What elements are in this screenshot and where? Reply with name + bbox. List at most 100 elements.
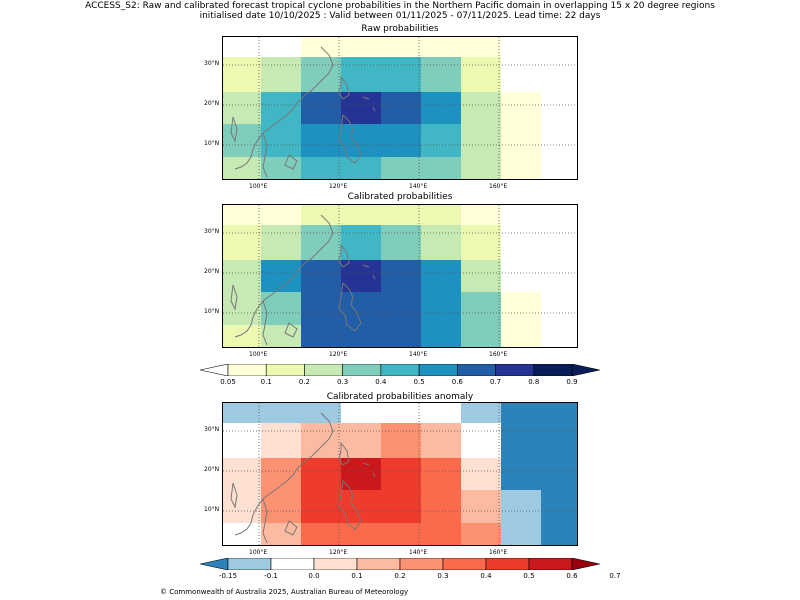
panel-title-raw: Raw probabilities [361, 24, 439, 34]
y-tick-label: 10°N [204, 506, 220, 513]
probability-cell [381, 92, 421, 124]
probability-cell [381, 403, 421, 423]
probability-cell [461, 292, 501, 325]
probability-cell [381, 423, 421, 458]
map-raw-probabilities [222, 36, 578, 180]
probability-cell [501, 292, 541, 325]
probability-cell [341, 37, 381, 57]
colorbar-swatch [442, 558, 487, 570]
probability-cell [301, 260, 341, 292]
y-tick-label: 20°N [204, 268, 220, 275]
probability-cell [223, 458, 261, 490]
colorbar-swatch [265, 364, 305, 376]
probability-cell [301, 225, 341, 260]
x-tick-label: 160°E [489, 183, 508, 190]
probability-cell [261, 260, 301, 292]
panel-title-anomaly: Calibrated probabilities anomaly [326, 392, 474, 402]
probability-cell [461, 92, 501, 124]
colorbar-swatch [313, 558, 358, 570]
probability-cell [223, 205, 261, 225]
colorbar-swatch [270, 558, 315, 570]
x-tick-label: 140°E [409, 549, 428, 556]
colorbar-swatch [528, 558, 573, 570]
colorbar-tick-label: 0.2 [298, 378, 311, 386]
x-tick-label: 120°E [329, 183, 348, 190]
probability-cell [421, 523, 461, 545]
probability-cell [261, 124, 301, 157]
probability-cell [341, 205, 381, 225]
probability-cell [421, 423, 461, 458]
probability-cell [501, 458, 541, 490]
probability-cell [421, 458, 461, 490]
probability-cell [501, 157, 541, 179]
figure-title-line1: ACCESS_S2: Raw and calibrated forecast t… [85, 1, 715, 11]
probability-cell [461, 57, 501, 92]
colorbar-tick-label: -0.1 [264, 572, 278, 580]
probability-cell [301, 157, 341, 179]
colorbar-tick-label: 0.05 [220, 378, 236, 386]
colorbar-tick-label: 0.4 [375, 378, 387, 386]
probability-cell [223, 403, 261, 423]
probability-cell [341, 523, 381, 545]
coastline [230, 46, 376, 178]
probability-cell [381, 37, 421, 57]
probability-cell [261, 523, 301, 545]
probability-cell [421, 157, 461, 179]
colorbar-swatch [495, 364, 535, 376]
probability-cell [341, 124, 381, 157]
probability-cell [301, 523, 341, 545]
probability-cell [461, 490, 501, 523]
probability-cell [381, 225, 421, 260]
colorbar-probability-labels: 0.05 0.1 0.2 0.3 0.4 0.5 0.6 0.7 0.8 0.9 [0, 378, 800, 388]
probability-cell [461, 260, 501, 292]
colorbar-extend-high [571, 558, 600, 570]
probability-cell [461, 325, 501, 347]
probability-cell [261, 57, 301, 92]
probability-cell [261, 157, 301, 179]
y-tick-label: 20°N [204, 466, 220, 473]
probability-cell [341, 292, 381, 325]
probability-cell [261, 92, 301, 124]
probability-cell [501, 124, 541, 157]
colorbar-swatch [399, 558, 444, 570]
probability-cell [223, 124, 261, 157]
x-tick-label: 120°E [329, 549, 348, 556]
probability-cell [301, 57, 341, 92]
probability-cell [501, 403, 541, 423]
probability-cell [381, 458, 421, 490]
colorbar-tick-label: 0.7 [489, 378, 502, 386]
probability-cell [541, 523, 577, 545]
probability-cell [421, 124, 461, 157]
colorbar-probability [200, 364, 600, 376]
probability-cell [461, 124, 501, 157]
probability-cell [341, 403, 381, 423]
probability-cell [261, 325, 301, 347]
colorbar-tick-label: 0.6 [451, 378, 463, 386]
probability-cell [421, 37, 461, 57]
colorbar-tick-label: 0.2 [394, 572, 406, 580]
probability-cell [381, 523, 421, 545]
figure-title-line2: initialised date 10/10/2025 : Valid betw… [199, 11, 601, 21]
probability-cell [341, 490, 381, 523]
probability-cell [461, 458, 501, 490]
colorbar-swatch [533, 364, 573, 376]
map-canvas [223, 205, 577, 347]
probability-cell [501, 325, 541, 347]
probability-cell [461, 225, 501, 260]
probability-cell [461, 423, 501, 458]
probability-cell [223, 523, 261, 545]
probability-cell [261, 458, 301, 490]
colorbar-anomaly-labels: -0.15 -0.1 0.0 0.1 0.2 0.3 0.4 0.5 0.6 0.7 [0, 572, 800, 582]
probability-cell [421, 225, 461, 260]
x-tick-label: 160°E [489, 351, 508, 358]
coastline [230, 412, 376, 544]
colorbar-swatch [342, 364, 382, 376]
x-tick-label: 100°E [249, 351, 268, 358]
colorbar-tick-label: 0.5 [413, 378, 425, 386]
x-tick-label: 140°E [409, 351, 428, 358]
map-probability-anomaly [222, 402, 578, 546]
colorbar-swatch [485, 558, 530, 570]
colorbar-swatch [227, 364, 267, 376]
colorbar-swatch [227, 558, 272, 570]
y-tick-label: 10°N [204, 140, 220, 147]
